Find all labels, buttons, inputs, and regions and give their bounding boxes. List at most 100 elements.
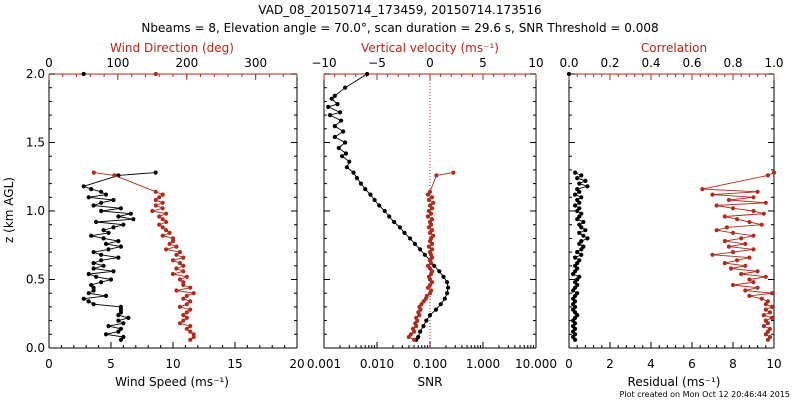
panel1-wind-speed-point [118,337,123,342]
panel2-snr-point [387,214,392,219]
y-tick-label: 1.5 [26,136,45,150]
panel3-correlation-point [767,310,773,315]
panel3-correlation-point [755,269,760,274]
panel2-snr-point [335,102,340,107]
panel3-residual-point [585,236,590,241]
panel3-x-tick-label: 0 [565,357,573,371]
panel2-top-tick-label: 5 [479,56,487,70]
panel2-vertical-velocity-point [430,195,435,200]
panel2-vertical-velocity-point [430,206,435,211]
panel1-wind-direction-point [184,310,189,315]
panel3-correlation-point [761,324,766,329]
panel3-residual-point [566,71,572,77]
panel2-snr-point [392,219,397,225]
panel1-wind-direction-point [184,315,189,320]
panel3-top-axis-label: Correlation [641,41,707,55]
panel3-residual-point [577,181,582,186]
panel2-x-tick-label: 0.010 [360,357,394,371]
panel1-wind-direction-point [164,219,169,225]
panel2-snr-point [368,192,373,197]
panel2-vertical-velocity-point [406,334,411,340]
panel3-correlation-point [747,293,752,298]
panel3-correlation-point [714,203,719,208]
panel3-correlation-point [747,255,752,260]
panel1-wind-direction-point [184,274,189,279]
panel1-wind-direction-point [160,206,165,211]
panel1-wind-direction-point [164,247,169,252]
panel2-vertical-velocity-point [451,170,456,175]
panel1-wind-direction-point [191,291,196,296]
panel1-wind-speed-point [86,291,91,296]
panel2-snr-point [432,263,437,268]
panel1-wind-speed-point [101,228,106,233]
panel2-vertical-velocity-point [426,225,431,230]
panel3-correlation-point [743,288,748,293]
panel3-residual-point [577,241,582,246]
panel2-snr-point [382,208,387,214]
panel2-vertical-velocity-point [412,329,417,334]
panel2-vertical-velocity-point [429,261,434,266]
panel3-top-tick-label: 1.0 [764,56,783,70]
panel3-correlation-point [739,271,744,277]
panel3-correlation-point [735,258,740,263]
panel3-correlation-point [728,266,734,271]
panel3-residual-point [573,170,578,175]
panel3-correlation-point [763,302,768,307]
panel1-wind-speed-point [99,258,104,263]
panel2-snr-point [336,145,341,151]
panel3-correlation-point [747,277,752,282]
panel3-residual-point [575,208,580,214]
panel2-snr-point [329,96,334,101]
panel2-x-tick-label: 0.100 [413,357,447,371]
panel2-snr-point [326,104,331,109]
panel3-residual-point [579,173,584,178]
panel3-correlation-point [730,250,736,255]
panel1-wind-direction-point [157,222,162,227]
panel1-wind-speed-point [101,263,106,268]
panel2-vertical-velocity-point [434,173,439,178]
panel2-vertical-velocity-point [417,313,422,318]
panel3-correlation-point [710,252,715,257]
panel1-top-tick-label: 300 [244,56,267,70]
panel3-residual-point [585,184,590,189]
panel1-wind-speed-point [118,244,123,249]
panel1-wind-speed-point [121,334,126,340]
panel3-residual-point [573,255,578,260]
panel2-vertical-velocity-point [414,324,419,329]
panel1-wind-direction-point [160,225,165,230]
panel1-wind-direction-point [188,307,193,312]
panel3-residual-point [579,195,584,200]
panel3-correlation-line [702,172,775,341]
panel1-wind-speed-point [91,288,96,293]
panel3-correlation-point [714,228,719,233]
panel1-wind-speed-point [101,236,106,241]
panel1-wind-speed-point [91,266,96,271]
panel2-snr-point [363,187,368,192]
panel3-top-tick-label: 0.2 [600,56,619,70]
panel3-x-tick-label: 8 [729,357,737,371]
panel2-snr-point [402,230,407,235]
panel1-wind-speed-point [118,206,123,211]
panel3-correlation-point [722,261,727,266]
panel1-wind-direction-point [157,195,162,200]
panel2-vertical-velocity-point [429,211,434,216]
panel3-residual-point [579,252,584,257]
panel1-wind-speed-point [116,255,121,260]
panel3-correlation-point [730,230,736,235]
panel1-wind-speed-point [81,184,86,189]
panel3-correlation-point [739,236,744,241]
panel1-wind-speed-point [126,315,131,320]
panel2-snr-point [446,285,451,290]
panel3-residual-point [575,217,580,222]
panel1-wind-speed-point [118,326,123,331]
panel3-correlation-point [761,211,766,216]
panel1-wind-direction-point [174,244,179,249]
panel3-residual-point [581,219,586,225]
panel1-wind-speed-point [99,252,104,257]
panel1-x-tick-label: 5 [107,357,115,371]
panel1-wind-direction-point [181,318,186,323]
panel1-wind-direction-point [181,296,186,301]
panel1-wind-speed-point [86,271,91,277]
panel1-wind-direction-point [188,329,193,334]
panel1-x-tick-label: 20 [289,357,304,371]
